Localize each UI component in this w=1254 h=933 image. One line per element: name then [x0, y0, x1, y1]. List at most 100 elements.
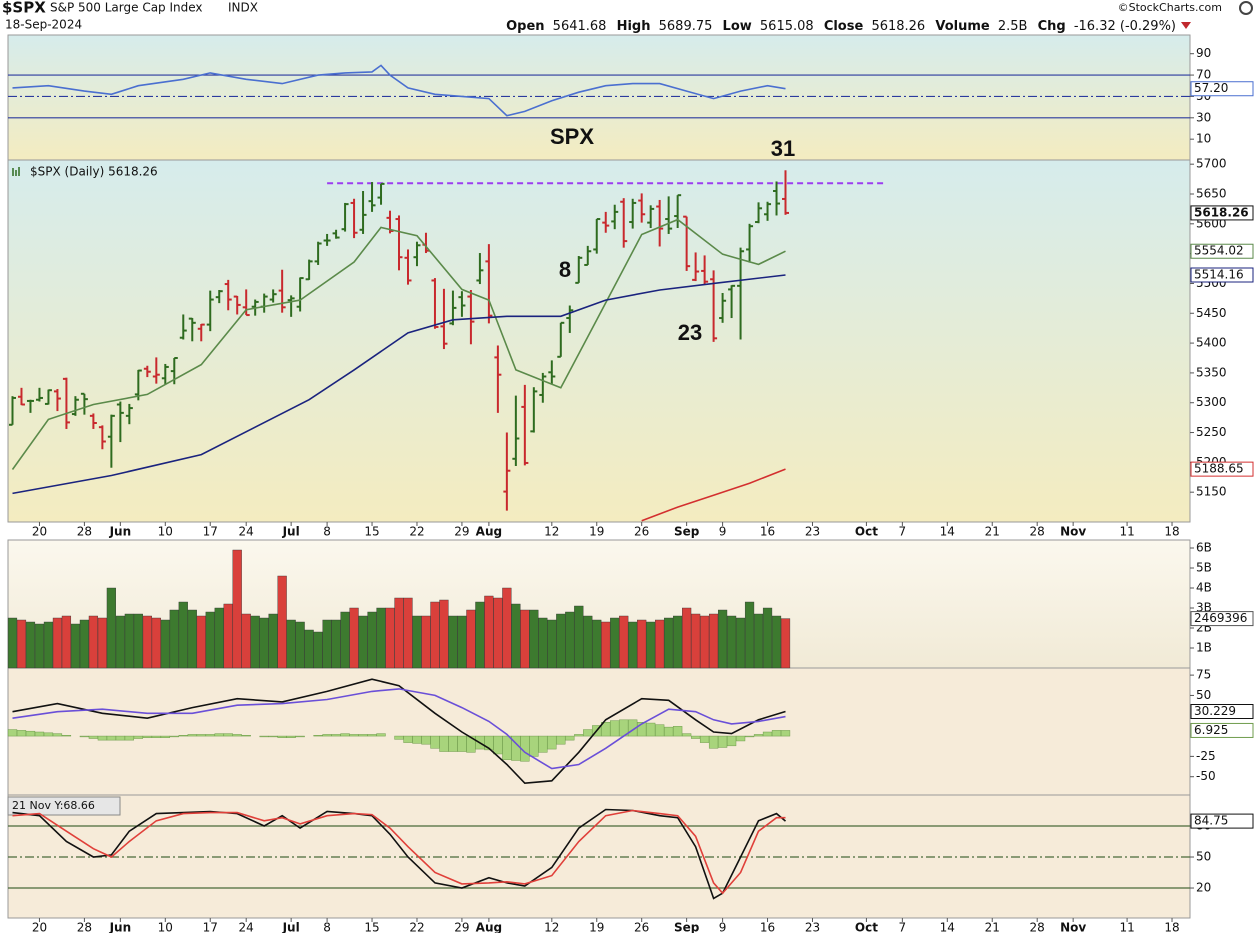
volume-bar: [439, 599, 449, 669]
histogram-bar: [762, 731, 773, 737]
x-tick-label: Oct: [855, 921, 878, 933]
volume-bar: [241, 613, 251, 669]
volume-bar: [700, 615, 710, 669]
annotation: 23: [678, 320, 702, 345]
volume-bar: [583, 615, 593, 669]
value-box: [1190, 243, 1254, 259]
volume-bar: [637, 619, 647, 669]
y-tick-label: 30: [1196, 110, 1211, 124]
volume-bar: [25, 621, 36, 669]
annotation: 8: [559, 257, 571, 282]
volume-bar: [717, 609, 728, 669]
legend: $SPX (Daily) 5618.26: [30, 165, 158, 179]
value-box-label: 57.20: [1194, 81, 1228, 95]
histogram-bar: [493, 735, 503, 755]
histogram-bar: [565, 735, 575, 741]
x-tick-label: Nov: [1060, 525, 1086, 539]
volume-bar: [7, 617, 18, 669]
volume-bar: [286, 619, 296, 669]
histogram-bar: [735, 735, 746, 742]
volume-bar: [529, 609, 539, 669]
x-tick-label: 18: [1164, 921, 1179, 933]
volume-bar: [493, 597, 503, 669]
x-tick-label: 19: [589, 525, 604, 539]
histogram-bar: [232, 734, 242, 737]
histogram-bar: [43, 732, 54, 737]
x-tick-label: 17: [203, 921, 218, 933]
volume-bar: [223, 603, 233, 669]
volume-bar: [709, 613, 719, 669]
volume-bar: [358, 615, 368, 669]
date: 18-Sep-2024: [5, 18, 82, 32]
annotation: SPX: [550, 124, 594, 149]
histogram-bar: [205, 734, 215, 737]
x-tick-label: 14: [940, 921, 955, 933]
low-label: Low: [723, 19, 752, 34]
volume-bar: [70, 623, 81, 669]
y-tick-label: 3B: [1196, 601, 1212, 615]
histogram-bar: [196, 734, 206, 737]
x-tick-label: 8: [323, 921, 331, 933]
exchange: INDX: [228, 1, 258, 15]
histogram-bar: [699, 735, 710, 743]
histogram-bar: [16, 730, 27, 737]
volume-bar: [385, 607, 395, 669]
y-tick-label: 6B: [1196, 541, 1212, 555]
value-box: [1190, 813, 1254, 829]
x-tick-label: 26: [634, 921, 649, 933]
y-tick-label: 5150: [1196, 485, 1227, 499]
y-tick-label: 90: [1196, 46, 1211, 60]
volume-bar: [340, 611, 350, 669]
histogram-bar: [574, 734, 584, 737]
volume-bar: [565, 611, 575, 669]
histogram-bar: [439, 735, 449, 752]
histogram-bar: [403, 735, 413, 743]
volume-bar: [421, 615, 431, 669]
y-tick-label: 5650: [1196, 186, 1227, 200]
histogram-bar: [88, 735, 99, 739]
histogram-bar: [430, 735, 440, 749]
histogram-bar: [340, 733, 350, 737]
high-value: 5689.75: [659, 19, 713, 34]
x-tick-label: Nov: [1060, 921, 1086, 933]
volume-bar: [115, 615, 125, 669]
volume-bar: [232, 549, 242, 669]
value-box: [1190, 611, 1254, 627]
volume-bar: [250, 615, 260, 669]
histogram-bar: [529, 735, 539, 757]
volume-bar: [448, 615, 458, 669]
x-tick-label: Jul: [282, 921, 300, 933]
y-tick-label: 5250: [1196, 425, 1227, 439]
histogram-bar: [771, 730, 782, 737]
histogram-bar: [25, 730, 36, 737]
histogram-bar: [367, 734, 377, 737]
value-box-label: 30.229: [1194, 704, 1236, 718]
x-tick-label: 11: [1119, 921, 1134, 933]
x-tick-label: 24: [239, 525, 254, 539]
x-tick-label: 26: [634, 525, 649, 539]
histogram-bar: [259, 735, 269, 738]
volume-bar: [475, 601, 485, 669]
volume-bar: [304, 629, 314, 669]
histogram-bar: [322, 734, 332, 737]
volume-bar: [628, 621, 638, 669]
volume-bar: [322, 619, 332, 669]
histogram-bar: [744, 735, 755, 738]
volume-bar: [646, 621, 656, 669]
histogram-bar: [277, 735, 287, 738]
volume-bar: [520, 609, 530, 669]
x-tick-label: 14: [940, 525, 955, 539]
histogram-bar: [726, 735, 737, 747]
x-tick-label: 17: [203, 525, 218, 539]
histogram-bar: [7, 729, 18, 737]
x-tick-label: 11: [1119, 525, 1134, 539]
volume-bar: [744, 601, 755, 669]
histogram-bar: [349, 734, 359, 737]
histogram-bar: [610, 720, 620, 737]
histogram-bar: [115, 735, 126, 741]
volume-bar: [484, 595, 494, 669]
y-tick-label: 50: [1196, 850, 1211, 864]
value-box-label: 2469396: [1194, 611, 1247, 625]
change-arrow: [1181, 22, 1191, 29]
volume-bar: [753, 613, 764, 669]
